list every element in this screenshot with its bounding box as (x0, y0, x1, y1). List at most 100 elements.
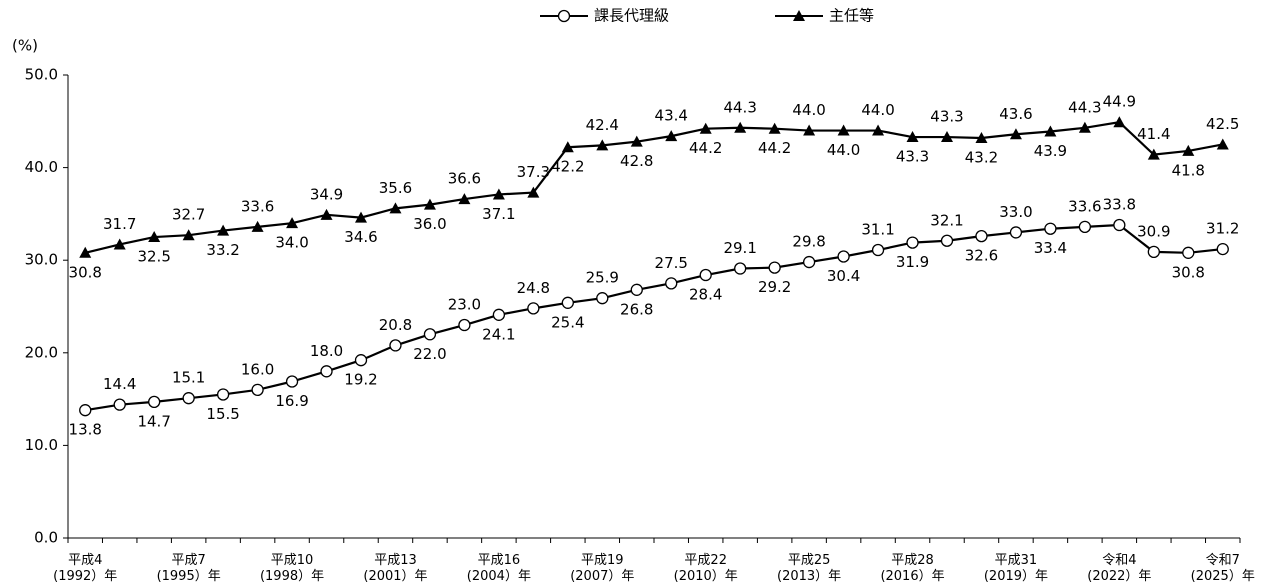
data-label: 44.9 (1103, 93, 1136, 111)
y-tick-label: 50.0 (25, 66, 58, 84)
x-tick-label-line: (2022）年 (1087, 569, 1151, 584)
point (941, 131, 953, 143)
data-label: 29.2 (758, 278, 791, 296)
x-tick-label-line: 平成28 (891, 553, 934, 568)
x-tick-label: 平成28 (2016）年 (880, 553, 944, 584)
data-label: 33.8 (1103, 196, 1136, 214)
data-label: 37.3 (517, 163, 550, 181)
point (665, 277, 678, 290)
data-label: 29.1 (723, 239, 756, 257)
x-tick-label: 平成22 (2010）年 (674, 553, 738, 584)
data-label: 32.6 (965, 247, 998, 265)
point (182, 392, 195, 405)
data-label: 24.8 (517, 279, 550, 297)
point (216, 388, 230, 401)
point (665, 130, 678, 142)
point (527, 186, 540, 198)
x-tick-label-line: (2007）年 (570, 569, 634, 584)
data-label: 33.6 (1068, 197, 1101, 215)
point (734, 262, 747, 275)
data-label: 37.1 (482, 205, 515, 223)
data-label: 44.3 (723, 98, 756, 116)
point (423, 328, 437, 341)
data-label: 43.9 (1034, 142, 1067, 160)
y-tick-label: 30.0 (25, 251, 58, 269)
point (802, 255, 816, 269)
point (320, 365, 333, 378)
y-tick-label: 40.0 (25, 158, 58, 176)
point (251, 220, 264, 232)
legend-label: 課長代理級 (594, 7, 669, 25)
data-label: 41.4 (1137, 125, 1170, 143)
point (1113, 218, 1126, 232)
data-label: 35.6 (379, 179, 412, 197)
data-label: 43.3 (930, 108, 963, 126)
y-tick-label: 20.0 (25, 343, 58, 361)
x-tick-label-line: 平成10 (271, 553, 314, 568)
point (458, 193, 471, 205)
data-label: 33.2 (206, 241, 239, 259)
data-label: 36.0 (413, 215, 446, 233)
y-unit: (%) (12, 37, 38, 55)
data-label: 32.1 (930, 211, 963, 229)
point (1009, 226, 1023, 239)
point (251, 383, 264, 396)
data-label: 31.2 (1206, 220, 1239, 238)
point (837, 124, 850, 136)
data-label: 42.8 (620, 152, 653, 170)
x-tick-label-line: 平成25 (788, 553, 831, 568)
x-tick-label: 平成16 (2004）年 (467, 553, 531, 584)
data-label: 44.3 (1068, 98, 1101, 116)
x-tick-label-line: (2019）年 (984, 569, 1048, 584)
x-tick-label: 平成25 (2013）年 (777, 553, 841, 584)
point (1216, 138, 1229, 150)
point (79, 246, 92, 258)
series-line (85, 223, 1223, 412)
data-label: 25.4 (551, 313, 584, 331)
data-label: 43.4 (655, 107, 688, 125)
data-label: 18.0 (310, 342, 343, 360)
data-label: 32.5 (137, 248, 170, 266)
point (354, 354, 368, 367)
x-tick-label: 平成31 (2019）年 (984, 553, 1048, 584)
point (1182, 246, 1195, 259)
data-label: 20.8 (379, 316, 412, 334)
point (286, 217, 299, 229)
data-label: 34.9 (310, 185, 343, 203)
point (423, 198, 436, 210)
point (975, 131, 988, 143)
point (389, 339, 402, 352)
x-tick-label-line: 平成7 (172, 553, 206, 568)
point (596, 139, 609, 151)
x-tick-label: 平成7 (1995）年 (157, 553, 221, 584)
point (837, 250, 850, 263)
point (492, 188, 505, 200)
point (1078, 121, 1091, 133)
point (1044, 125, 1057, 137)
point (148, 231, 161, 243)
data-label: 16.0 (241, 360, 274, 378)
data-label: 43.3 (896, 148, 929, 166)
data-label: 42.4 (586, 116, 619, 134)
x-tick-label: 平成4 (1992）年 (53, 553, 117, 584)
x-tick-label: 平成10 (1998）年 (260, 553, 324, 584)
data-label: 44.0 (861, 101, 894, 119)
point (768, 122, 781, 134)
data-label: 24.1 (482, 325, 515, 343)
x-tick-label: 令和4 (2022）年 (1087, 553, 1151, 584)
point (1216, 242, 1229, 256)
data-label: 30.9 (1137, 222, 1170, 240)
data-label: 30.4 (827, 267, 860, 285)
x-tick-label-line: 平成22 (684, 553, 727, 568)
data-label: 15.1 (172, 369, 205, 387)
point (1182, 144, 1195, 156)
data-label: 41.8 (1172, 161, 1205, 179)
point (113, 398, 126, 411)
data-label: 31.9 (896, 253, 929, 271)
point (768, 261, 781, 274)
y-tick-label: 10.0 (25, 436, 58, 454)
data-label: 13.8 (69, 421, 102, 439)
legend-label: 主任等 (829, 7, 874, 25)
data-label: 16.9 (275, 392, 308, 410)
x-tick-label-line: 令和4 (1102, 553, 1136, 568)
